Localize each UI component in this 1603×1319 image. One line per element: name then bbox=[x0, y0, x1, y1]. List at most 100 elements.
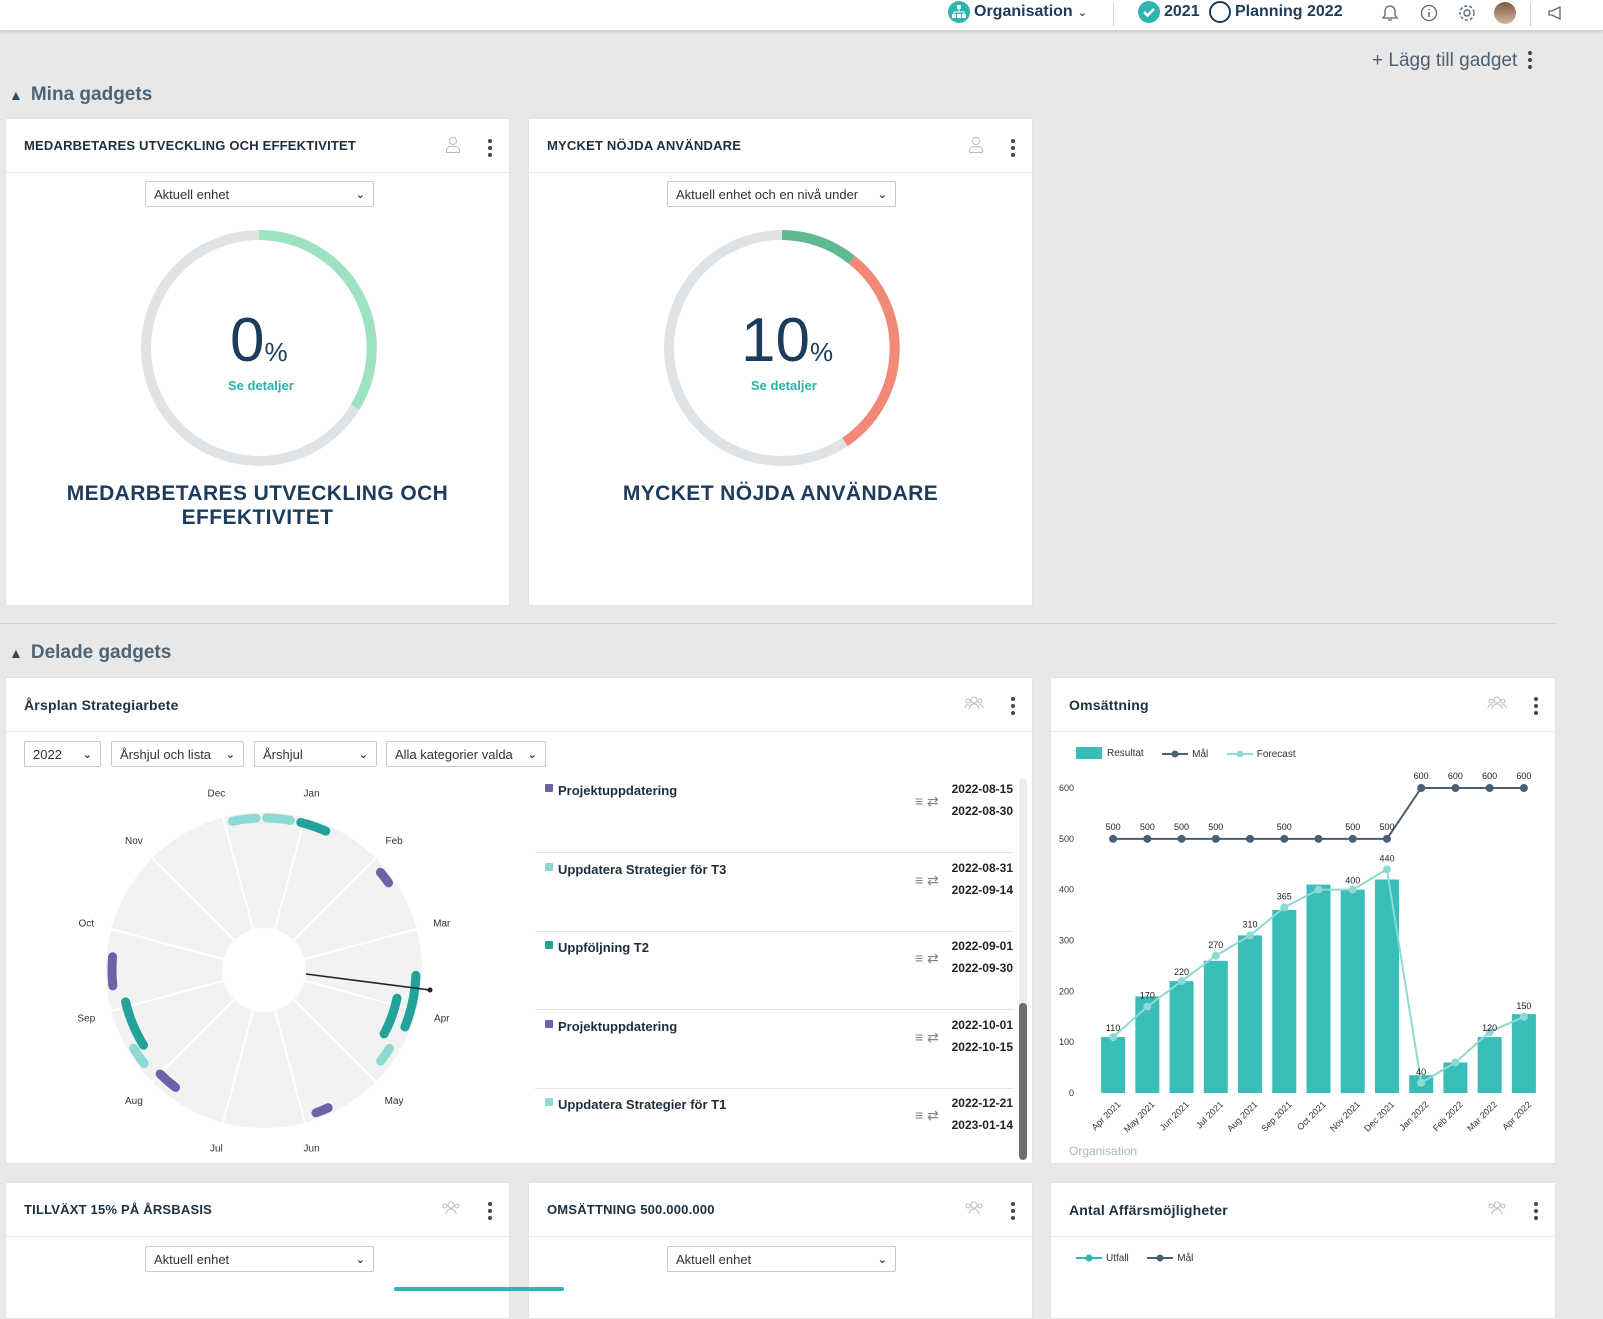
legend-mal[interactable]: Mål bbox=[1147, 1253, 1193, 1264]
group-icon[interactable] bbox=[964, 695, 984, 716]
bar-resultat[interactable] bbox=[1340, 889, 1365, 1093]
forecast-point[interactable] bbox=[1109, 1033, 1118, 1042]
list-scrollbar[interactable] bbox=[1019, 778, 1027, 1160]
repeat-icon[interactable]: ≡ ⇄ bbox=[915, 871, 939, 888]
list-item[interactable]: Projektuppdatering ≡ ⇄ 2022-08-15 2022-08-3… bbox=[535, 775, 1013, 853]
forecast-point[interactable] bbox=[1246, 931, 1255, 940]
repeat-icon[interactable]: ≡ ⇄ bbox=[915, 950, 939, 966]
activity-arc[interactable] bbox=[227, 813, 261, 826]
activity-title[interactable]: Uppföljning T2 bbox=[558, 940, 649, 955]
activity-arc[interactable] bbox=[400, 970, 421, 1032]
gadget-menu-icon[interactable] bbox=[487, 138, 493, 157]
gadget-menu-icon[interactable] bbox=[1010, 696, 1016, 715]
goal-point[interactable] bbox=[1177, 834, 1186, 843]
list-item[interactable]: Uppdatera Strategier för T1 ≡ ⇄ 2022-12-21… bbox=[535, 1089, 1013, 1155]
user-icon[interactable] bbox=[445, 136, 461, 159]
bar-resultat[interactable] bbox=[1169, 981, 1194, 1093]
activity-arc[interactable] bbox=[129, 1043, 149, 1069]
activity-title[interactable]: Uppdatera Strategier för T3 bbox=[558, 861, 727, 877]
list-item[interactable]: Uppdatera Strategier för T3 ≡ ⇄ 2022-08-31… bbox=[535, 854, 1013, 932]
activity-arc[interactable] bbox=[376, 1043, 395, 1066]
see-details-link[interactable]: Se detaljer bbox=[751, 378, 817, 393]
unit-dropdown[interactable]: Aktuell enhet ⌄ bbox=[145, 181, 374, 207]
bar-resultat[interactable] bbox=[1101, 1037, 1126, 1093]
legend-forecast[interactable]: Forecast bbox=[1226, 749, 1296, 760]
legend-utfall[interactable]: Utfall bbox=[1076, 1253, 1129, 1264]
see-details-link[interactable]: Se detaljer bbox=[228, 378, 294, 393]
repeat-icon[interactable]: ≡ ⇄ bbox=[915, 1028, 939, 1045]
goal-point[interactable] bbox=[1280, 834, 1289, 843]
goal-point[interactable] bbox=[1211, 834, 1220, 843]
forecast-point[interactable] bbox=[1211, 951, 1220, 960]
planning-toggle[interactable]: Planning 2022 bbox=[1209, 0, 1343, 24]
goal-point[interactable] bbox=[1485, 784, 1494, 792]
bar-resultat[interactable] bbox=[1272, 910, 1297, 1093]
forecast-point[interactable] bbox=[1382, 865, 1391, 874]
group-icon[interactable] bbox=[441, 1200, 461, 1221]
unit-dropdown[interactable]: Aktuell enhet ⌄ bbox=[145, 1246, 374, 1272]
gear-icon[interactable] bbox=[1456, 2, 1478, 24]
gadget-menu-icon[interactable] bbox=[1533, 1201, 1539, 1220]
goal-point[interactable] bbox=[1451, 784, 1460, 792]
forecast-point[interactable] bbox=[1485, 1028, 1494, 1036]
activity-arc[interactable] bbox=[311, 1103, 333, 1118]
forecast-point[interactable] bbox=[1519, 1012, 1528, 1021]
activity-arc[interactable] bbox=[107, 952, 118, 991]
forecast-point[interactable] bbox=[1143, 1002, 1152, 1011]
forecast-point[interactable] bbox=[1314, 885, 1323, 894]
repeat-icon[interactable]: ≡ ⇄ bbox=[915, 1107, 939, 1123]
bar-resultat[interactable] bbox=[1477, 1037, 1502, 1093]
section-mine-toggle[interactable]: ▲ Mina gadgets bbox=[9, 84, 152, 106]
activity-arc[interactable] bbox=[155, 1069, 181, 1092]
gadget-menu-icon[interactable] bbox=[1010, 138, 1016, 157]
category-filter[interactable]: Alla kategorier valda ⌄ bbox=[386, 741, 546, 767]
view-filter[interactable]: Årshjul och lista ⌄ bbox=[111, 741, 244, 767]
bar-resultat[interactable] bbox=[1511, 1014, 1536, 1093]
gadget-menu-icon[interactable] bbox=[1010, 1201, 1016, 1220]
user-icon[interactable] bbox=[968, 136, 984, 159]
year-toggle-2021[interactable]: 2021 bbox=[1138, 0, 1200, 24]
gadget-menu-icon[interactable] bbox=[487, 1201, 493, 1220]
bar-resultat[interactable] bbox=[1374, 879, 1399, 1094]
bar-resultat[interactable] bbox=[1203, 960, 1228, 1093]
gadget-menu-icon[interactable] bbox=[1533, 696, 1539, 715]
group-icon[interactable] bbox=[964, 1200, 984, 1221]
year-filter[interactable]: 2022 ⌄ bbox=[24, 741, 101, 767]
group-icon[interactable] bbox=[1487, 1200, 1507, 1221]
activity-title[interactable]: Projektuppdatering bbox=[558, 1018, 678, 1034]
activity-arc[interactable] bbox=[296, 818, 331, 836]
megaphone-icon[interactable] bbox=[1545, 2, 1567, 24]
type-filter[interactable]: Årshjul ⌄ bbox=[254, 741, 377, 767]
unit-dropdown[interactable]: Aktuell enhet och en nivå under ⌄ bbox=[667, 181, 896, 207]
group-icon[interactable] bbox=[1487, 695, 1507, 716]
activity-title[interactable]: Projektuppdatering bbox=[558, 783, 678, 798]
add-gadget-button[interactable]: + Lägg till gadget bbox=[1372, 50, 1517, 72]
goal-point[interactable] bbox=[1382, 834, 1391, 843]
activity-arc[interactable] bbox=[121, 997, 149, 1050]
bar-resultat[interactable] bbox=[1238, 935, 1263, 1093]
organisation-selector[interactable]: Organisation ⌄ bbox=[948, 0, 1087, 24]
goal-point[interactable] bbox=[1246, 834, 1255, 843]
goal-point[interactable] bbox=[1519, 784, 1528, 792]
legend-resultat[interactable]: Resultat bbox=[1076, 747, 1144, 759]
forecast-point[interactable] bbox=[1280, 903, 1289, 912]
activity-arc[interactable] bbox=[379, 993, 402, 1039]
goal-point[interactable] bbox=[1109, 834, 1118, 843]
activity-title[interactable]: Uppdatera Strategier för T1 bbox=[558, 1097, 727, 1112]
scrollbar-thumb[interactable] bbox=[1019, 1003, 1027, 1160]
forecast-point[interactable] bbox=[1417, 1078, 1426, 1087]
forecast-point[interactable] bbox=[1451, 1058, 1460, 1067]
goal-point[interactable] bbox=[1417, 784, 1426, 792]
goal-point[interactable] bbox=[1314, 834, 1323, 843]
repeat-icon[interactable]: ≡ ⇄ bbox=[915, 793, 939, 809]
bar-resultat[interactable] bbox=[1306, 884, 1331, 1093]
bar-resultat[interactable] bbox=[1135, 996, 1160, 1093]
goal-point[interactable] bbox=[1143, 834, 1152, 843]
activity-arc[interactable] bbox=[375, 867, 394, 888]
section-shared-toggle[interactable]: ▲ Delade gadgets bbox=[9, 642, 171, 664]
page-menu-icon[interactable] bbox=[1527, 51, 1533, 69]
activity-arc[interactable] bbox=[262, 813, 295, 825]
unit-dropdown[interactable]: Aktuell enhet ⌄ bbox=[667, 1246, 896, 1272]
goal-point[interactable] bbox=[1348, 834, 1357, 843]
forecast-point[interactable] bbox=[1177, 977, 1186, 986]
